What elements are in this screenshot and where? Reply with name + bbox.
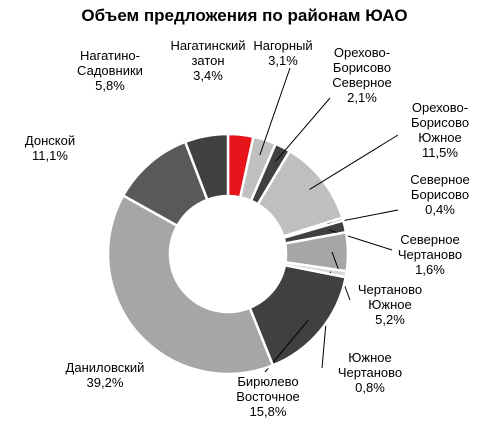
slice-label: Донской 11,1% xyxy=(25,133,75,163)
slice-label: Южное Чертаново 0,8% xyxy=(338,350,402,395)
slice-label: Нагатино- Садовники 5,8% xyxy=(77,48,143,93)
value-label: 3,1% xyxy=(268,53,298,68)
category-label: Северное Борисово xyxy=(410,172,470,202)
slice-label: Северное Борисово 0,4% xyxy=(410,172,469,217)
slice-label: Северное Чертаново 1,6% xyxy=(398,232,462,277)
value-label: 0,4% xyxy=(425,202,455,217)
category-label: Северное Чертаново xyxy=(397,232,463,262)
donut-slice xyxy=(106,193,275,376)
slice-label: Чертаново Южное 5,2% xyxy=(358,282,422,327)
category-label: Нагорный xyxy=(253,38,313,53)
category-label: Орехово- Борисово Южное xyxy=(410,100,470,145)
leader-line xyxy=(275,97,331,162)
slice-label: Даниловский 39,2% xyxy=(66,360,145,390)
category-label: Чертаново Южное xyxy=(357,282,423,312)
leader-line xyxy=(309,134,399,190)
value-label: 0,8% xyxy=(355,380,385,395)
value-label: 3,4% xyxy=(193,68,223,83)
donut-slice xyxy=(183,132,230,202)
value-label: 2,1% xyxy=(347,90,377,105)
slice-label: Орехово- Борисово Южное 11,5% xyxy=(411,100,469,160)
value-label: 39,2% xyxy=(86,375,124,390)
category-label: Нагатинский затон xyxy=(170,38,246,68)
value-label: 5,2% xyxy=(375,312,405,327)
value-label: 11,5% xyxy=(422,145,458,160)
value-label: 1,6% xyxy=(415,262,445,277)
slice-label: Орехово- Борисово Северное 2,1% xyxy=(332,45,391,105)
leader-line xyxy=(259,67,291,156)
slice-label: Нагорный 3,1% xyxy=(253,38,312,68)
value-label: 5,8% xyxy=(95,78,125,93)
category-label: Донской xyxy=(24,133,76,148)
slice-label: Нагатинский затон 3,4% xyxy=(170,38,245,83)
category-label: Бирюлево Восточное xyxy=(236,374,300,404)
category-label: Даниловский xyxy=(65,360,145,375)
value-label: 11,1% xyxy=(32,148,68,163)
chart-title: Объем предложения по районам ЮАО xyxy=(81,6,408,25)
slice-label: Бирюлево Восточное 15,8% xyxy=(236,374,300,419)
category-label: Орехово- Борисово Северное xyxy=(332,45,392,90)
category-label: Нагатино- Садовники xyxy=(77,48,143,78)
category-label: Южное Чертаново xyxy=(337,350,403,380)
value-label: 15,8% xyxy=(249,404,287,419)
